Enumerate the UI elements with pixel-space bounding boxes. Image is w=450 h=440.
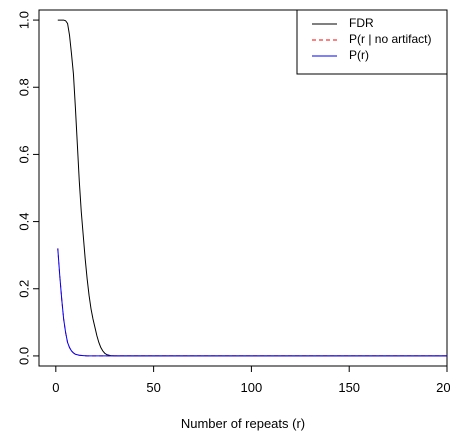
- y-axis: 0.0 0.2 0.4 0.6 0.8 1.0: [16, 11, 39, 365]
- x-tick-label: 100: [241, 380, 263, 395]
- x-tick-label: 150: [338, 380, 360, 395]
- x-tick-label: 50: [146, 380, 160, 395]
- y-tick-label: 0.2: [16, 280, 31, 298]
- x-tick-label: 200: [436, 380, 450, 395]
- y-tick-label: 1.0: [16, 11, 31, 29]
- legend: FDR P(r | no artifact) P(r): [296, 9, 448, 75]
- y-tick-label: 0.6: [16, 145, 31, 163]
- x-axis-label: Number of repeats (r): [181, 416, 305, 431]
- legend-label: P(r): [349, 48, 369, 62]
- y-tick-label: 0.8: [16, 78, 31, 96]
- plot-frame: [38, 9, 448, 367]
- legend-box: [296, 9, 448, 75]
- x-axis: 0 50 100 150 200: [52, 366, 450, 395]
- series-line-3: [57, 248, 447, 357]
- y-tick-label: 0.4: [16, 213, 31, 231]
- y-tick-label: 0.0: [16, 347, 31, 365]
- series-layer: [57, 19, 447, 357]
- series-line-2: [57, 248, 447, 357]
- x-tick-label: 0: [52, 380, 59, 395]
- legend-label: FDR: [349, 16, 374, 30]
- legend-label: P(r | no artifact): [349, 32, 431, 46]
